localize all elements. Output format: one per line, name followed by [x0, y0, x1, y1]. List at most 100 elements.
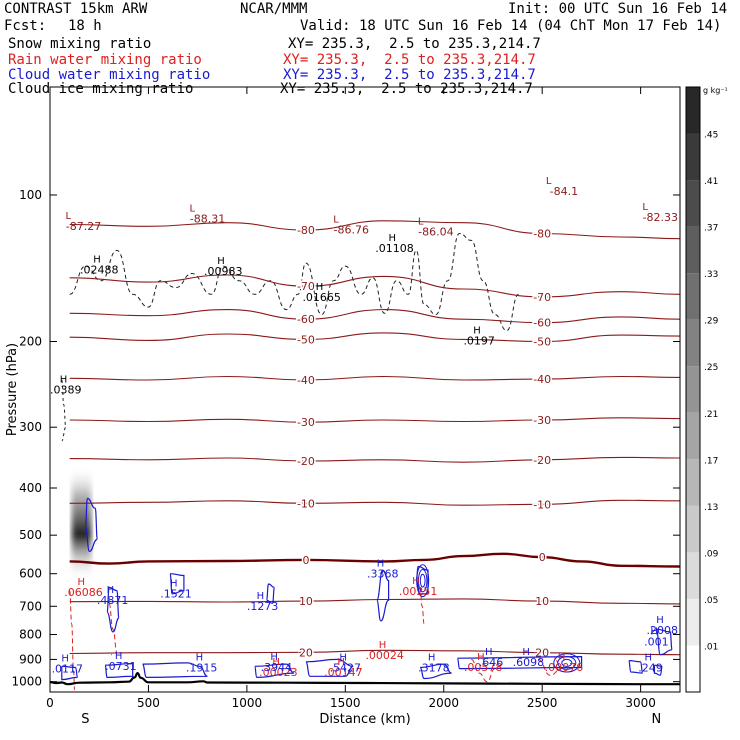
isotherm-neg10	[69, 499, 680, 506]
field-value-label: .06086	[64, 586, 103, 599]
isotherm-neg70	[69, 274, 680, 298]
high-marker: H	[644, 652, 652, 663]
high-marker: H	[270, 652, 278, 663]
colorbar-level: .37	[704, 224, 718, 234]
isotherm-neg60	[69, 309, 680, 324]
high-marker: H	[485, 647, 493, 658]
forecast-label: Fcst:	[4, 18, 47, 34]
isotherm-label: -40	[533, 373, 551, 386]
high-marker: H	[477, 652, 485, 663]
high-marker: H	[379, 640, 387, 651]
low-marker: L	[190, 204, 196, 215]
high-marker: H	[93, 255, 101, 266]
y-tick-label: 100	[19, 188, 42, 202]
colorbar-level: .21	[704, 410, 718, 420]
cloud-contour	[84, 497, 98, 553]
cloud-contour-ring	[419, 573, 426, 588]
isotherm-label: -70	[297, 280, 315, 293]
colorbar-level: .17	[704, 456, 718, 466]
field-value-label: .6098	[513, 656, 545, 669]
field-xy-rain: XY= 235.3, 2.5 to 235.3,214.7	[283, 52, 536, 68]
isotherm-label: 10	[299, 595, 313, 608]
high-marker: H	[428, 652, 436, 663]
field-value-label: .3368	[367, 568, 399, 581]
field-value-label: .1273	[247, 600, 279, 613]
y-tick-label: 300	[19, 420, 42, 434]
field-name-ice: Cloud ice mixing ratio	[8, 81, 194, 97]
colorbar-swatch	[686, 505, 700, 553]
isotherm-neg40	[69, 375, 680, 381]
high-marker: H	[257, 591, 265, 602]
cloud-contour-ring	[417, 568, 428, 593]
isotherm-label: -50	[297, 333, 315, 346]
colorbar-swatch	[686, 273, 700, 320]
cloud-contour	[456, 655, 583, 670]
isotherm-label: 20	[299, 646, 313, 659]
isotherm-label: -80	[297, 224, 315, 237]
y-tick-label: 400	[19, 481, 42, 495]
isotherm-label: -60	[297, 313, 315, 326]
high-marker: H	[196, 653, 204, 664]
field-value-label: .02488	[80, 264, 119, 277]
field-value-label: .3178	[418, 661, 450, 674]
snow-shading	[71, 465, 92, 581]
cloud-contour	[376, 569, 390, 622]
y-axis-title: Pressure (hPa)	[5, 343, 20, 436]
high-marker: H	[339, 653, 347, 664]
cloud-contour-ring	[561, 658, 573, 667]
isotherm-label: -80	[533, 228, 551, 241]
high-marker: H	[170, 578, 178, 589]
colorbar-swatch	[686, 412, 700, 460]
field-value-label: .5427	[330, 662, 362, 675]
field-xy-ice: XY= 235.3, 2.5 to 235.3,214.7	[280, 81, 533, 97]
high-marker: H	[115, 651, 123, 662]
cloud-contour	[104, 662, 134, 679]
colorbar-level: .01	[704, 642, 718, 652]
isotherm-20	[69, 649, 680, 656]
x-tick-label: 2000	[428, 696, 459, 710]
isotherm-label: -40	[297, 374, 315, 387]
center-label: NCAR/MMM	[240, 1, 308, 17]
isotherm-label: -60	[533, 317, 551, 330]
high-marker: H	[107, 585, 115, 596]
field-value-label: .00023	[259, 666, 298, 679]
field-value-label: -88.31	[190, 213, 225, 226]
field-value-label: .0117	[52, 663, 84, 676]
high-marker: H	[217, 256, 225, 267]
field-value-label: .4871	[97, 594, 129, 607]
field-value-label: .01665	[302, 291, 341, 304]
high-marker: H	[650, 626, 658, 637]
high-marker: H	[337, 657, 345, 668]
field-value-label: .00024	[365, 649, 404, 662]
colorbar-unit: g kg⁻¹	[703, 86, 728, 95]
x-tick-label: 2500	[527, 696, 558, 710]
high-marker: H	[77, 577, 85, 588]
field-value-label: -86.04	[418, 225, 453, 238]
colorbar-swatch	[686, 87, 700, 134]
field-value-label: .0389	[50, 384, 82, 397]
forecast-hours: 18 h	[68, 18, 102, 34]
colorbar-swatch	[686, 552, 700, 599]
field-value-label: .0197	[463, 335, 495, 348]
colorbar-swatch	[686, 366, 700, 413]
x-tick-label: 1500	[330, 696, 361, 710]
model-title: CONTRAST 15km ARW	[4, 1, 148, 17]
colorbar-swatch	[686, 226, 700, 274]
colorbar-level: .09	[704, 549, 719, 559]
ice-contour	[69, 232, 520, 332]
field-xy-snow: XY= 235.3, 2.5 to 235.3,214.7	[288, 36, 541, 52]
high-marker: H	[412, 576, 420, 587]
high-marker: H	[377, 559, 385, 570]
field-value-label: .3944	[261, 661, 293, 674]
y-tick-label: 1000	[11, 675, 42, 689]
isotherm-label: -30	[297, 416, 315, 429]
colorbar-level: .25	[704, 363, 718, 373]
cloud-contour	[628, 660, 644, 674]
field-value-label: .249	[638, 661, 663, 674]
x-tick-label: 500	[137, 696, 160, 710]
isotherm-label: -70	[533, 291, 551, 304]
plot-area: -80 -80 -70 -70 -60 -60 -50 -50 -40 -40 -30 -30 -20 -…	[50, 176, 680, 691]
isotherm-label: 0	[539, 551, 546, 564]
